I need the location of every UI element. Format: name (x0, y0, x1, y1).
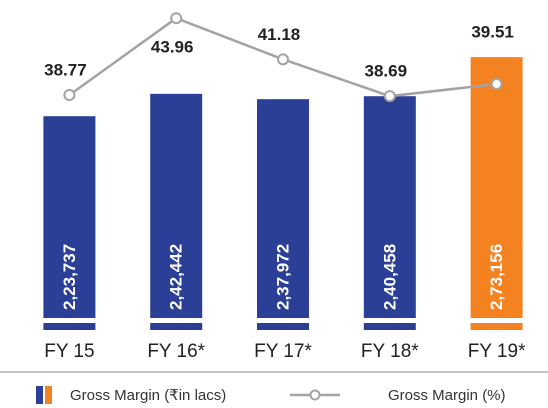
bar-base (257, 323, 309, 330)
bar (43, 116, 96, 319)
bar (470, 57, 523, 318)
line-value-label: 43.96 (151, 38, 194, 57)
line-value-label: 38.77 (44, 60, 87, 79)
line-point (63, 88, 76, 101)
line-value-label: 38.69 (365, 62, 408, 81)
x-tick-label: FY 17* (254, 341, 312, 362)
x-tick-label: FY 19* (468, 341, 526, 362)
bar-base (363, 323, 416, 330)
legend-swatch (36, 386, 43, 404)
legend-label: Gross Margin (₹in lacs) (70, 387, 226, 404)
x-tick-label: FY 16* (147, 341, 205, 362)
legend-marker (309, 389, 321, 401)
legend-label: Gross Margin (%) (388, 387, 506, 404)
bar-base (43, 323, 96, 330)
line-value-label: 41.18 (258, 25, 301, 44)
bar-base (470, 323, 523, 330)
bar (257, 99, 309, 319)
line-point (490, 78, 503, 91)
bar (363, 96, 416, 319)
bar (150, 93, 203, 318)
legend-swatch (45, 386, 52, 404)
bar-value-label: 2,42,442 (167, 244, 186, 310)
bar-value-label: 2,40,458 (380, 244, 399, 310)
line-point (277, 53, 289, 66)
bar-value-label: 2,73,156 (487, 244, 506, 310)
line-value-label: 39.51 (471, 23, 514, 42)
line-point (170, 12, 183, 25)
x-tick-label: FY 18* (361, 341, 419, 362)
bar-value-label: 2,37,972 (273, 244, 292, 310)
x-tick-label: FY 15 (44, 341, 94, 362)
bar-value-label: 2,23,737 (60, 244, 79, 310)
line-point (383, 90, 396, 103)
bar-base (150, 323, 203, 330)
